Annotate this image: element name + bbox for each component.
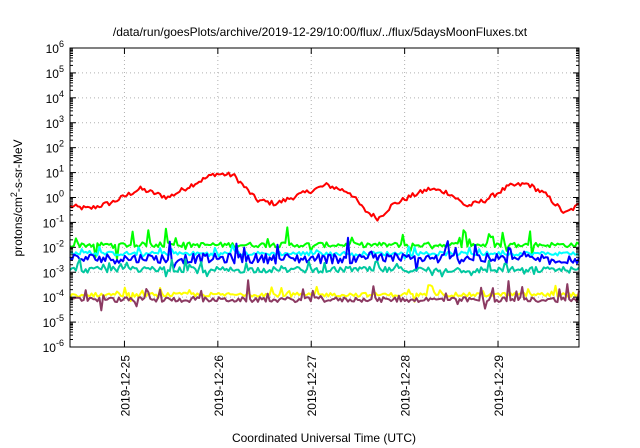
x-tick-label: 2019-12-29 (492, 355, 506, 417)
series-line (69, 236, 580, 272)
y-tick-label: 104 (46, 89, 64, 106)
y-tick-label: 105 (46, 64, 64, 81)
x-tick-label: 2019-12-28 (399, 355, 413, 417)
series-line (69, 258, 580, 278)
x-axis: 2019-12-25 2019-12-26 2019-12-27 2019-12-28… (118, 48, 506, 416)
y-tick-label: 10-6 (43, 338, 64, 355)
series-line (69, 244, 580, 260)
x-axis-label: Coordinated Universal Time (UTC) (232, 431, 416, 445)
chart-title: /data/run/goesPlots/archive/2019-12-29/1… (113, 25, 528, 39)
y-tick-label: 106 (46, 39, 64, 56)
y-tick-label: 10-2 (43, 238, 64, 255)
y-tick-label: 10-3 (43, 263, 64, 280)
y-tick-label: 100 (46, 189, 64, 206)
y-tick-label: 10-4 (43, 288, 64, 305)
y-axis: 106 105 104 103 102 101 100 10-1 10-2 10-3 10-4 10-… (43, 39, 579, 355)
x-tick-label: 2019-12-27 (305, 355, 319, 417)
x-tick-label: 2019-12-25 (118, 355, 132, 417)
series-layer (69, 171, 580, 312)
y-tick-label: 103 (46, 114, 64, 131)
series-line (69, 171, 580, 222)
y-tick-label: 102 (46, 139, 64, 156)
series-line (69, 279, 580, 312)
x-tick-label: 2019-12-26 (212, 355, 226, 417)
y-tick-label: 10-5 (43, 313, 64, 330)
series-line (69, 226, 580, 260)
y-tick-label: 101 (46, 164, 64, 181)
y-tick-label: 10-1 (43, 213, 64, 230)
y-axis-label: protons/cm2-s-sr-MeV (9, 139, 25, 256)
